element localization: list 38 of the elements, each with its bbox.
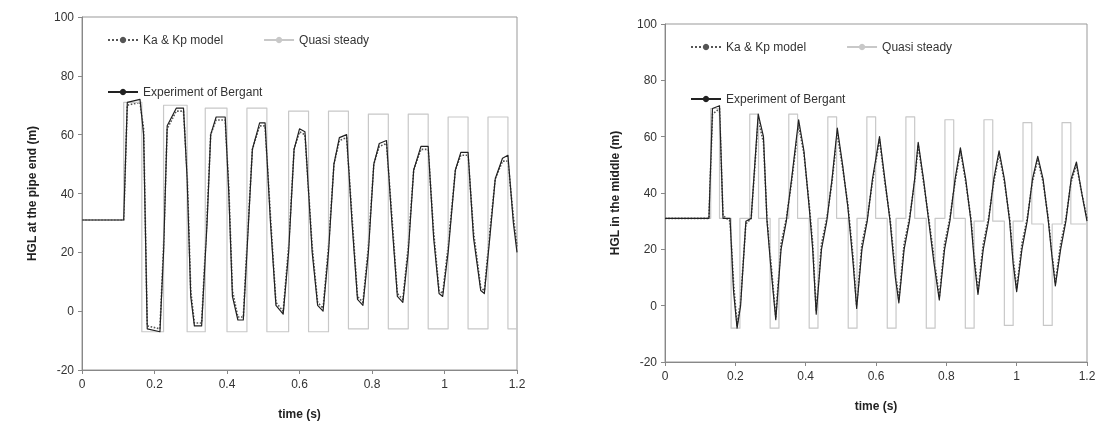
y-tick-label: 20 xyxy=(643,242,658,257)
y-tick-label: 100 xyxy=(53,10,75,24)
legend-label: Experiment of Bergant xyxy=(726,92,847,106)
y-tick-label: 60 xyxy=(60,127,75,142)
x-tick-label: 0.4 xyxy=(218,377,236,391)
legend-label: Experiment of Bergant xyxy=(143,85,264,99)
y-tick-label: -20 xyxy=(56,363,75,377)
x-tick-label: 1.2 xyxy=(508,377,526,391)
y-axis-title: HGL at the pipe end (m) xyxy=(25,125,39,262)
legend-label: Quasi steady xyxy=(882,40,953,54)
x-axis-title: time (s) xyxy=(854,399,898,413)
x-tick-label: 0.2 xyxy=(726,369,744,383)
x-axis-title: time (s) xyxy=(278,407,321,421)
y-tick-label: 60 xyxy=(643,129,658,144)
y-tick-label: -20 xyxy=(639,355,658,369)
x-tick-label: 0.8 xyxy=(937,369,955,383)
x-tick-label: 0.8 xyxy=(363,377,381,391)
legend-label: Quasi steady xyxy=(299,33,370,47)
y-tick-label: 40 xyxy=(60,186,75,201)
x-tick-label: 0.6 xyxy=(291,377,309,391)
y-tick-label: 80 xyxy=(60,68,75,83)
x-tick-label: 0 xyxy=(78,377,86,391)
y-tick-label: 0 xyxy=(650,298,658,313)
legend-label: Ka & Kp model xyxy=(726,40,807,54)
x-tick-label: 0.4 xyxy=(797,369,815,383)
x-tick-label: 0 xyxy=(661,369,669,383)
legend-label: Ka & Kp model xyxy=(143,33,224,47)
x-tick-label: 1.2 xyxy=(1078,369,1096,383)
y-tick-label: 40 xyxy=(643,186,658,200)
y-axis-title: HGL in the middle (m) xyxy=(608,130,622,256)
y-tick-label: 80 xyxy=(643,73,658,88)
x-tick-label: 0.2 xyxy=(146,377,164,391)
y-tick-label: 100 xyxy=(636,17,658,31)
x-tick-label: 0.6 xyxy=(867,369,885,383)
y-tick-label: 20 xyxy=(60,245,75,260)
x-tick-label: 1 xyxy=(1013,369,1021,383)
x-tick-label: 1 xyxy=(441,377,449,391)
y-tick-label: 0 xyxy=(67,304,75,319)
